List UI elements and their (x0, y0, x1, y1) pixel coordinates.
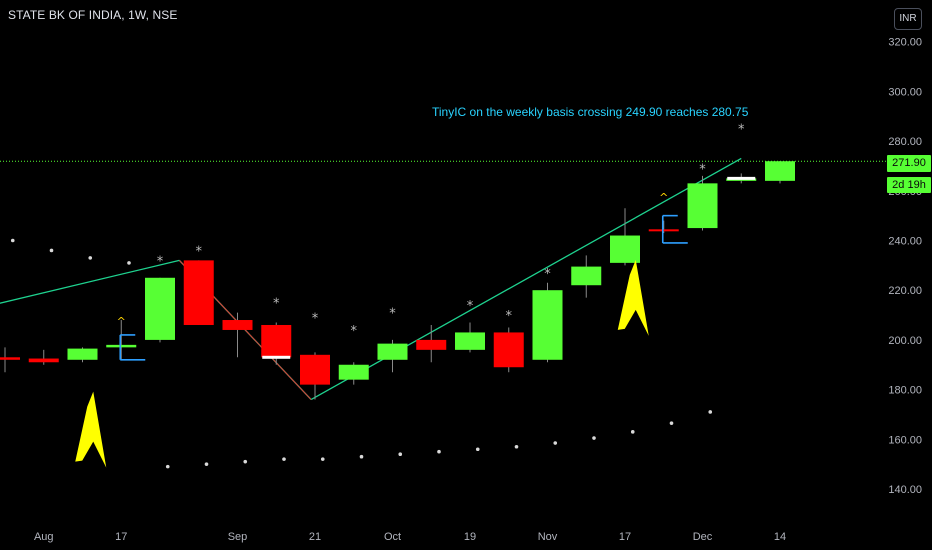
candle-body (571, 266, 602, 286)
star-marker: * (738, 123, 745, 138)
candle-body (338, 364, 369, 380)
caret-marker: ^ (117, 315, 126, 328)
x-tick-label: Sep (228, 531, 248, 543)
y-tick-label: 320.00 (888, 37, 922, 49)
candle-body (648, 229, 679, 232)
white-level-marker (727, 176, 756, 180)
x-tick-label: 14 (774, 531, 786, 543)
candle-body (67, 348, 98, 360)
candle-body (0, 357, 20, 360)
candle-body (377, 343, 408, 360)
x-tick-label: Aug (34, 531, 54, 543)
candle-body (416, 339, 447, 350)
x-tick-label: 21 (309, 531, 321, 543)
star-marker: * (389, 307, 396, 322)
candle-body (765, 161, 795, 181)
trail-dot (282, 457, 286, 461)
trail-dot (592, 436, 596, 440)
yellow-arrow (617, 259, 649, 336)
trail-dot (398, 452, 403, 457)
star-marker: * (157, 254, 164, 269)
trail-dot (630, 430, 635, 434)
trail-dot (359, 454, 364, 459)
candle-body (183, 260, 214, 325)
trail-dot (243, 459, 248, 464)
trail-dot (88, 256, 93, 260)
candle-body (261, 324, 292, 358)
last-price-label: 271.90 (887, 155, 931, 172)
trail-dot (475, 447, 480, 452)
yellow-arrow (75, 391, 107, 468)
trend-line (310, 157, 742, 401)
x-tick-label: 17 (115, 531, 127, 543)
x-tick-label: Dec (693, 531, 713, 543)
y-tick-label: 300.00 (888, 86, 922, 98)
trend-line (0, 259, 180, 304)
x-tick-label: 17 (619, 531, 631, 543)
candle-body (455, 332, 485, 350)
y-tick-label: 240.00 (888, 236, 922, 248)
star-marker: * (506, 309, 513, 324)
y-tick-label: 140.00 (888, 484, 922, 496)
y-tick-label: 160.00 (888, 434, 922, 446)
y-tick-label: 180.00 (888, 385, 922, 397)
trail-dot (553, 441, 558, 445)
star-marker: * (351, 324, 358, 339)
candle-body (28, 358, 59, 363)
candle-body (300, 354, 330, 385)
candle-body (145, 277, 175, 340)
y-tick-label: 200.00 (888, 335, 922, 347)
white-level-marker (262, 355, 291, 359)
trail-dot (127, 261, 131, 265)
x-tick-label: Nov (538, 531, 558, 543)
star-marker: * (699, 162, 706, 177)
symbol-title: STATE BK OF INDIA, 1W, NSE (8, 8, 178, 22)
star-marker: * (273, 297, 280, 312)
trail-dot (49, 248, 54, 253)
bar-countdown-label: 2d 19h (887, 177, 931, 193)
x-tick-label: Oct (384, 531, 401, 543)
star-marker: * (544, 267, 551, 282)
y-tick-label: 220.00 (888, 285, 922, 297)
star-marker: * (196, 244, 203, 259)
trail-dot (204, 462, 209, 466)
trail-dot (437, 449, 441, 454)
candle-body (493, 332, 524, 368)
candle-body (532, 290, 563, 360)
trail-dot (708, 410, 713, 414)
trail-dot (514, 444, 519, 449)
star-marker: * (467, 299, 474, 314)
candle-body (106, 344, 137, 348)
chart-annotation: TinyIC on the weekly basis crossing 249.… (432, 105, 749, 119)
caret-marker: ^ (659, 191, 668, 204)
trail-dot (320, 457, 325, 461)
x-tick-label: 19 (464, 531, 476, 543)
candle-body (222, 320, 253, 330)
trail-dot (10, 238, 15, 243)
y-tick-label: 280.00 (888, 136, 922, 148)
candle-body (687, 183, 718, 229)
candle-body (610, 235, 640, 263)
star-marker: * (312, 312, 319, 327)
currency-button[interactable]: INR (894, 8, 922, 30)
trail-dot (165, 464, 170, 469)
trail-dot (669, 421, 674, 425)
